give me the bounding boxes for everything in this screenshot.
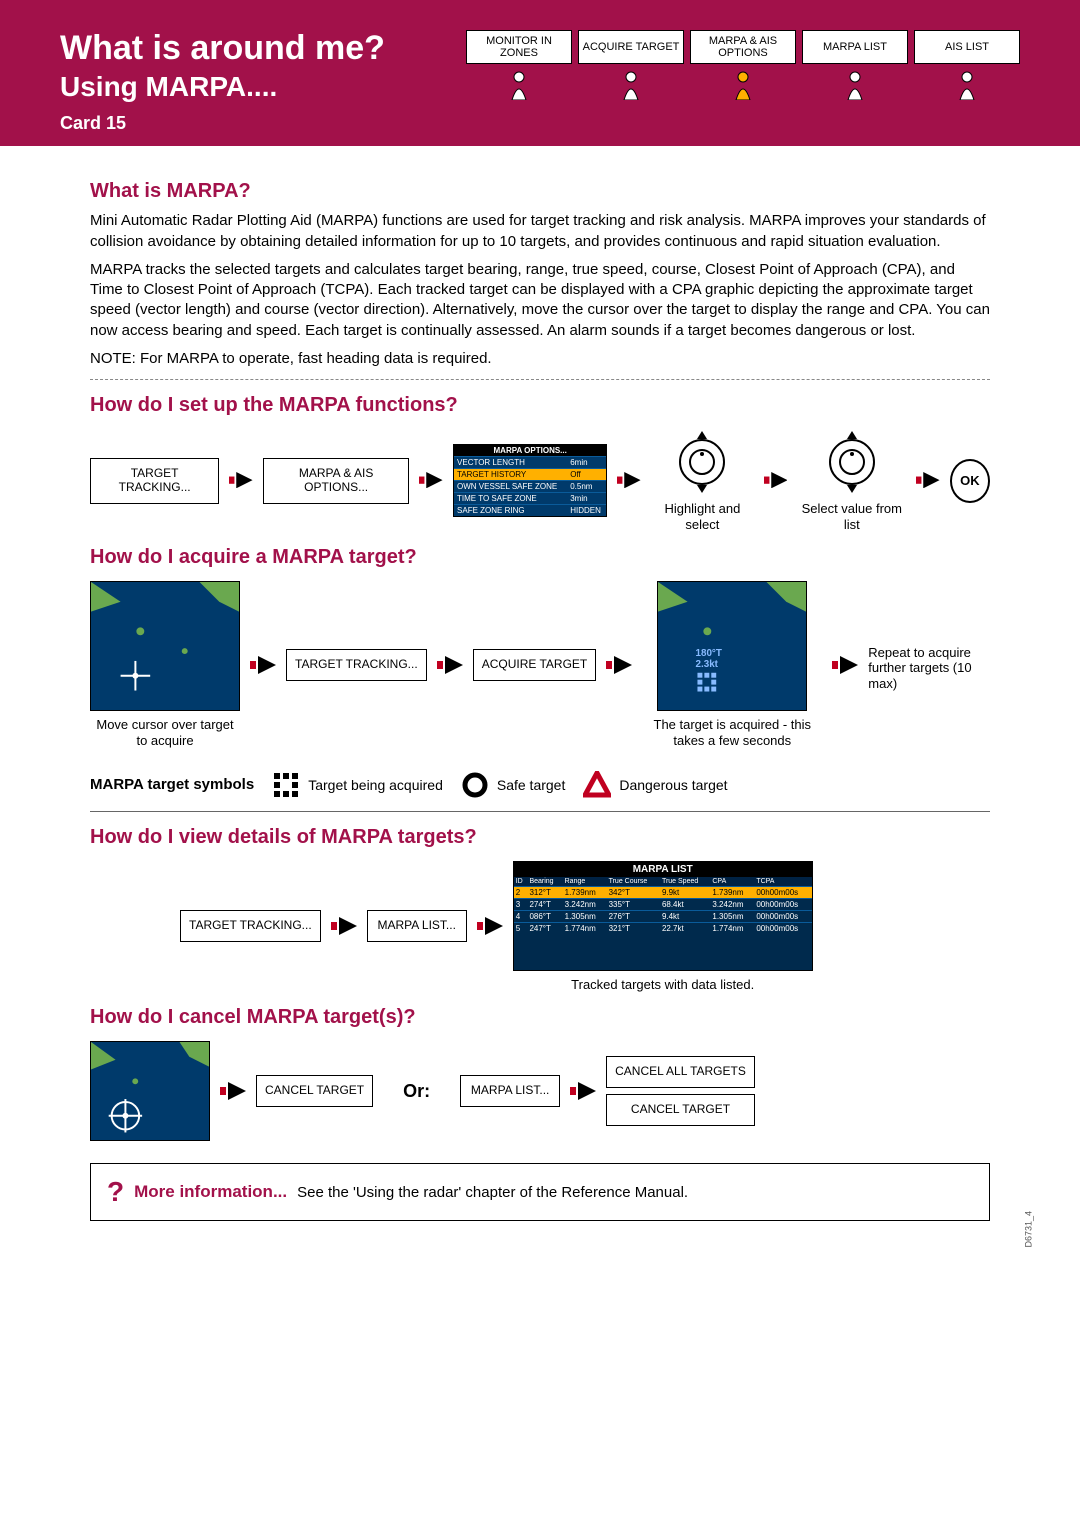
marpa-options-panel: MARPA OPTIONS... VECTOR LENGTH6min TARGE… (453, 444, 607, 517)
setup-flow: TARGET TRACKING... MARPA & AIS OPTIONS..… (90, 429, 990, 532)
caption-repeat: Repeat to acquire further targets (10 ma… (868, 645, 978, 692)
acquire-target-button[interactable]: ACQUIRE TARGET (473, 649, 597, 681)
softkey-icon-active (729, 70, 757, 100)
arrow-right-icon (437, 656, 463, 674)
divider (90, 379, 990, 380)
safe-target-icon (461, 771, 489, 799)
table-row: 2312°T1.739nm 342°T9.9kt1.739nm 00h00m00… (514, 886, 812, 898)
marpa-paragraph-1: Mini Automatic Radar Plotting Aid (MARPA… (90, 211, 990, 252)
section-what-is-marpa-title: What is MARPA? (90, 180, 990, 203)
page-title: What is around me? (60, 30, 446, 67)
cancel-all-targets-button[interactable]: CANCEL ALL TARGETS (606, 1056, 755, 1088)
symbols-label: MARPA target symbols (90, 776, 254, 793)
arrow-right-icon (331, 917, 357, 935)
rotary-knob-icon[interactable] (675, 429, 729, 495)
marpa-note: NOTE: For MARPA to operate, fast heading… (90, 349, 990, 369)
marpa-list-panel: MARPA LIST IDBearing RangeTrue Course Tr… (513, 861, 813, 971)
symbol-dangerous-label: Dangerous target (619, 777, 727, 793)
arrow-right-icon (250, 656, 276, 674)
tab-acquire-target[interactable]: ACQUIRE TARGET (578, 30, 684, 64)
cancel-flow: CANCEL TARGET Or: MARPA LIST... CANCEL A… (90, 1041, 990, 1141)
or-label: Or: (383, 1081, 450, 1102)
marpa-ais-options-button[interactable]: MARPA & AIS OPTIONS... (263, 458, 410, 504)
radar-cursor-illustration (90, 581, 240, 711)
document-code: D6731_4 (1024, 1211, 1034, 1248)
more-information-box: ? More information... See the 'Using the… (90, 1163, 990, 1221)
arrow-right-icon (220, 1082, 246, 1100)
softkey-icon (953, 70, 981, 100)
card-number: Card 15 (60, 113, 446, 134)
table-row: 3274°T3.242nm 335°T68.4kt3.242nm 00h00m0… (514, 898, 812, 910)
page-subtitle: Using MARPA.... (60, 71, 446, 103)
arrow-right-icon (832, 656, 858, 674)
table-row: 4086°T1.305nm 276°T9.4kt1.305nm 00h00m00… (514, 910, 812, 922)
rotary-knob-icon[interactable] (825, 429, 879, 495)
arrow-right-icon (570, 1082, 596, 1100)
arrow-right-icon (229, 472, 253, 490)
question-mark-icon: ? (107, 1176, 124, 1208)
marpa-symbols-row: MARPA target symbols Target being acquir… (90, 761, 990, 812)
target-tracking-button[interactable]: TARGET TRACKING... (286, 649, 427, 681)
knob-highlight-caption: Highlight and select (651, 501, 754, 532)
section-acquire-title: How do I acquire a MARPA target? (90, 546, 990, 569)
svg-text:2.3kt: 2.3kt (696, 659, 719, 670)
caption-tracked-targets: Tracked targets with data listed. (571, 977, 754, 993)
knob-select-caption: Select value from list (797, 501, 906, 532)
caption-move-cursor: Move cursor over target to acquire (90, 717, 240, 748)
marpa-list-button[interactable]: MARPA LIST... (460, 1075, 560, 1107)
softkey-icon (617, 70, 645, 100)
softkey-icon (841, 70, 869, 100)
more-info-label: More information... (134, 1182, 287, 1202)
svg-text:180°T: 180°T (696, 648, 722, 659)
target-acquiring-icon (272, 771, 300, 799)
arrow-right-icon (419, 472, 443, 490)
section-cancel-title: How do I cancel MARPA target(s)? (90, 1006, 990, 1029)
arrow-right-icon (764, 472, 788, 490)
marpa-paragraph-2: MARPA tracks the selected targets and ca… (90, 260, 990, 341)
radar-acquired-illustration: 180°T 2.3kt (657, 581, 807, 711)
cancel-target-button[interactable]: CANCEL TARGET (256, 1075, 373, 1107)
view-flow: TARGET TRACKING... MARPA LIST... MARPA L… (90, 861, 990, 993)
cancel-target-button[interactable]: CANCEL TARGET (606, 1094, 755, 1126)
tab-marpa-list[interactable]: MARPA LIST (802, 30, 908, 64)
symbol-safe-label: Safe target (497, 777, 566, 793)
table-row: 5247°T1.774nm 321°T22.7kt1.774nm 00h00m0… (514, 922, 812, 934)
marpa-list-button[interactable]: MARPA LIST... (367, 910, 467, 942)
tab-monitor-zones[interactable]: MONITOR IN ZONES (466, 30, 572, 64)
radar-selected-illustration (90, 1041, 210, 1141)
tab-ais-list[interactable]: AIS LIST (914, 30, 1020, 64)
arrow-right-icon (916, 472, 940, 490)
dangerous-target-icon (583, 771, 611, 799)
header-bar: What is around me? Using MARPA.... Card … (0, 0, 1080, 146)
softkey-tab-row: MONITOR IN ZONES ACQUIRE TARGET MARPA & … (466, 30, 1020, 100)
symbol-acquiring-label: Target being acquired (308, 777, 443, 793)
tab-marpa-ais-options[interactable]: MARPA & AIS OPTIONS (690, 30, 796, 64)
softkey-icon (505, 70, 533, 100)
arrow-right-icon (477, 917, 503, 935)
section-view-details-title: How do I view details of MARPA targets? (90, 826, 990, 849)
target-tracking-button[interactable]: TARGET TRACKING... (90, 458, 219, 504)
options-panel-title: MARPA OPTIONS... (454, 445, 606, 456)
section-setup-title: How do I set up the MARPA functions? (90, 394, 990, 417)
more-info-text: See the 'Using the radar' chapter of the… (297, 1184, 688, 1201)
arrow-right-icon (617, 472, 641, 490)
caption-acquired: The target is acquired - this takes a fe… (642, 717, 822, 748)
arrow-right-icon (606, 656, 632, 674)
acquire-flow: Move cursor over target to acquire TARGE… (90, 581, 990, 748)
target-tracking-button[interactable]: TARGET TRACKING... (180, 910, 321, 942)
ok-button[interactable]: OK (950, 459, 990, 503)
